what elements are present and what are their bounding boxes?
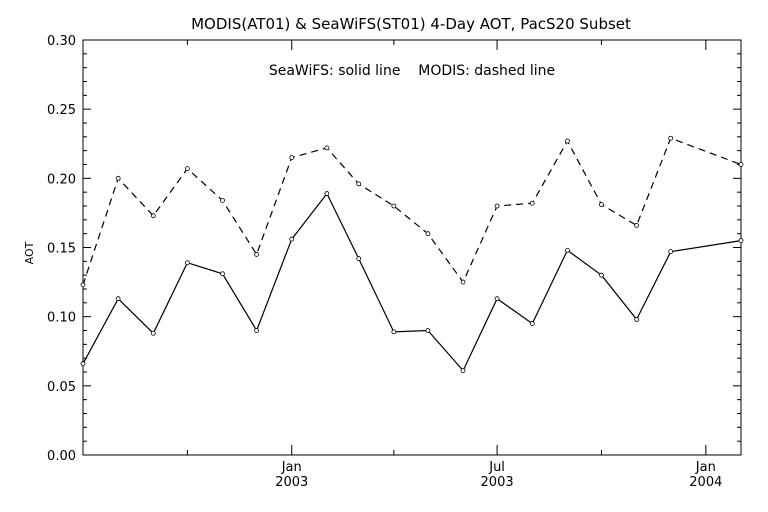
- seawifs-point: [220, 271, 225, 277]
- modis-point: [391, 203, 397, 209]
- seawifs-series-line: [82, 192, 742, 372]
- seawifs-point: [289, 236, 295, 242]
- modis-point: [80, 282, 86, 288]
- seawifs-point: [738, 238, 744, 243]
- series-markers: [80, 135, 744, 374]
- modis-point: [634, 222, 640, 228]
- y-tick-label: 0.20: [47, 172, 76, 187]
- y-axis-label: AOT: [23, 241, 36, 264]
- x-tick-label-year: 2003: [275, 475, 308, 490]
- seawifs-point: [565, 247, 570, 253]
- seawifs-point: [115, 296, 121, 302]
- modis-point: [289, 155, 295, 160]
- chart-title: MODIS(AT01) & SeaWiFS(ST01) 4-Day AOT, P…: [191, 15, 631, 33]
- modis-point: [529, 200, 535, 206]
- modis-series-line: [82, 137, 742, 286]
- seawifs-point: [494, 296, 500, 302]
- seawifs-point: [599, 272, 604, 278]
- modis-point: [184, 166, 190, 172]
- series-lines: [82, 137, 742, 372]
- seawifs-point: [634, 317, 640, 322]
- modis-point: [565, 138, 570, 144]
- seawifs-point: [356, 256, 362, 261]
- axis-tick-labels: 0.000.050.100.150.200.250.30Jan2003Jul20…: [47, 34, 722, 490]
- modis-point: [220, 198, 225, 203]
- modis-point: [494, 203, 500, 209]
- seawifs-point: [150, 330, 156, 336]
- modis-point: [254, 252, 259, 257]
- seawifs-point: [425, 328, 431, 333]
- modis-point: [115, 175, 121, 181]
- modis-point: [599, 202, 604, 208]
- modis-point: [324, 145, 330, 151]
- y-tick-label: 0.10: [47, 311, 76, 326]
- x-tick-label-year: 2003: [481, 475, 514, 490]
- x-tick-label-year: 2004: [689, 475, 722, 490]
- modis-point: [356, 181, 362, 187]
- seawifs-point: [668, 249, 674, 255]
- modis-point: [668, 135, 674, 141]
- x-tick-label-month: Jan: [281, 460, 302, 475]
- modis-point: [738, 162, 744, 167]
- seawifs-point: [80, 361, 86, 367]
- y-tick-label: 0.00: [47, 449, 76, 464]
- modis-point: [425, 231, 431, 237]
- y-tick-label: 0.25: [47, 103, 76, 118]
- y-tick-label: 0.05: [47, 380, 76, 395]
- x-tick-label-month: Jul: [488, 460, 505, 475]
- seawifs-point: [529, 321, 535, 326]
- modis-point: [460, 279, 466, 285]
- seawifs-point: [460, 368, 466, 374]
- seawifs-point: [324, 191, 330, 196]
- seawifs-point: [254, 328, 259, 333]
- y-tick-label: 0.15: [47, 242, 76, 257]
- plot-frame: [82, 39, 742, 456]
- x-tick-label-month: Jan: [695, 460, 716, 475]
- axis-ticks: [83, 39, 741, 456]
- seawifs-point: [184, 260, 190, 266]
- y-tick-label: 0.30: [47, 34, 76, 49]
- modis-point: [150, 213, 156, 219]
- seawifs-point: [391, 329, 397, 335]
- line-style-annotation: SeaWiFS: solid line MODIS: dashed line: [269, 63, 555, 79]
